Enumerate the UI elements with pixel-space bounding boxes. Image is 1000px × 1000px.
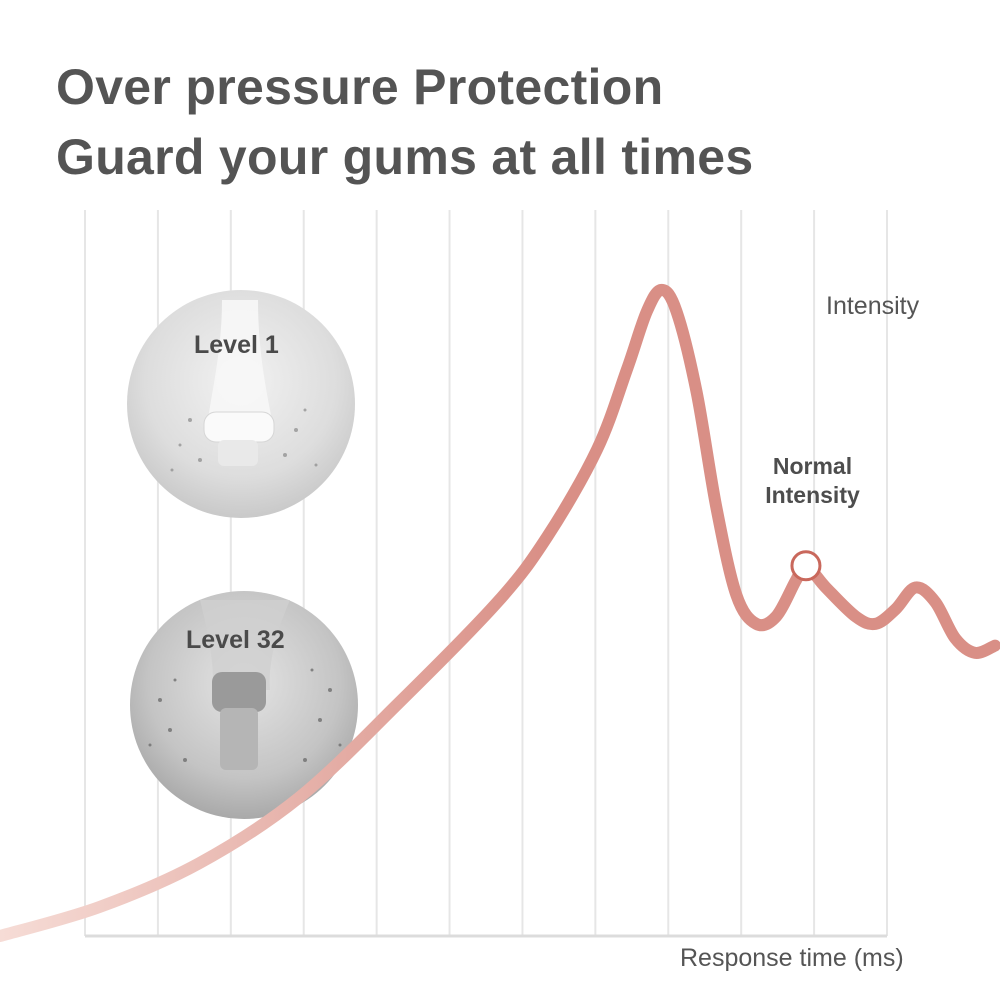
normal-intensity-marker [790,550,822,582]
annotation-line-2: Intensity [765,482,860,508]
y-axis-label: Intensity [826,292,920,320]
level-1-label: Level 1 [194,331,279,359]
intensity-curve [0,283,1000,942]
series-layer [0,283,1000,942]
headline-line-1: Over pressure Protection [56,59,664,115]
level-32-photo [130,591,358,819]
level-1-photo [127,290,355,518]
level-32-label: Level 32 [186,626,285,654]
headline-line-2: Guard your gums at all times [56,129,754,185]
normal-intensity-annotation: Normal Intensity [740,452,885,510]
annotation-line-1: Normal [772,453,853,479]
x-axis-label: Response time (ms) [680,944,904,972]
